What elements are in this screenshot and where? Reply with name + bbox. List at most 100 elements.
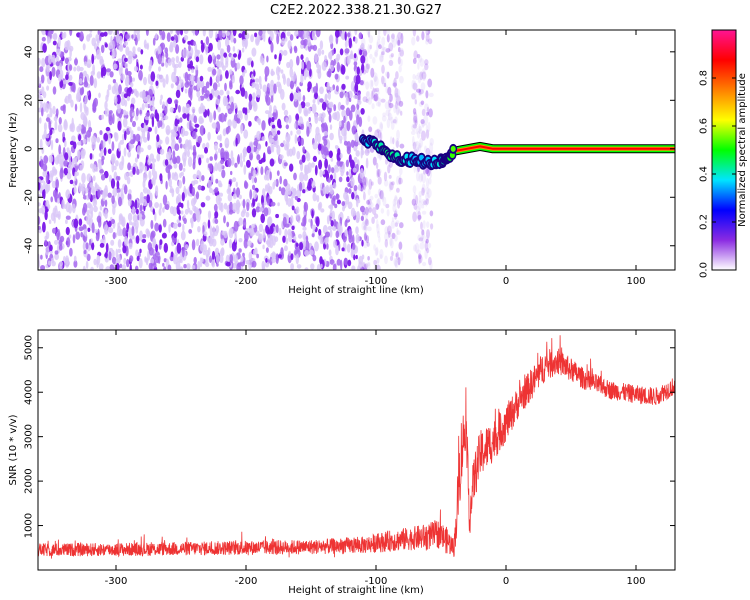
noise-blob: [241, 30, 247, 41]
noise-blob: [137, 47, 142, 52]
noise-blob: [425, 238, 429, 244]
noise-blob: [427, 121, 431, 132]
noise-blob: [303, 30, 309, 39]
noise-blob: [344, 48, 350, 54]
noise-blob: [180, 127, 186, 137]
noise-blob: [129, 76, 132, 82]
noise-blob: [215, 97, 220, 106]
spectrogram-x-tick-label: 0: [503, 276, 509, 287]
noise-blob: [399, 252, 404, 262]
noise-blob: [412, 108, 417, 115]
noise-blob: [328, 101, 334, 108]
noise-blob: [123, 257, 127, 265]
noise-blob: [76, 149, 81, 160]
noise-blob: [266, 182, 271, 194]
noise-blob: [192, 149, 197, 160]
noise-blob: [122, 30, 125, 36]
noise-blob: [264, 66, 270, 77]
noise-blob: [236, 262, 242, 270]
noise-blob: [143, 136, 148, 143]
noise-blob: [229, 80, 233, 88]
noise-blob: [334, 73, 339, 80]
noise-blob: [192, 173, 197, 180]
figure-title: C2E2.2022.338.21.30.G27: [270, 3, 442, 18]
noise-blob: [236, 155, 241, 165]
noise-blob: [49, 170, 55, 178]
noise-blob: [347, 215, 350, 221]
noise-blob: [240, 113, 243, 120]
noise-blob: [270, 95, 274, 103]
noise-blob: [38, 182, 41, 191]
noise-blob: [232, 46, 236, 52]
noise-blob: [141, 238, 147, 243]
noise-blob: [370, 67, 375, 78]
noise-blob: [300, 123, 305, 130]
noise-blob: [324, 158, 328, 169]
noise-blob: [413, 80, 417, 92]
noise-blob: [418, 237, 424, 242]
noise-blob: [371, 207, 377, 215]
noise-blob: [423, 200, 427, 205]
noise-blob: [297, 233, 303, 239]
noise-blob: [364, 149, 370, 154]
noise-blob: [418, 101, 423, 107]
spectrogram-x-axis: -300 -200 -100 0 100: [105, 30, 646, 287]
noise-blob: [174, 118, 178, 128]
noise-blob: [305, 240, 310, 252]
noise-blob: [389, 237, 393, 247]
noise-blob: [327, 91, 331, 100]
noise-blob: [343, 191, 349, 201]
noise-blob: [367, 226, 372, 232]
noise-blob: [374, 75, 377, 83]
noise-blob: [294, 195, 298, 201]
noise-blob: [355, 226, 359, 235]
noise-blob: [104, 43, 108, 48]
noise-blob: [124, 172, 128, 181]
noise-blob: [124, 62, 129, 69]
noise-blob: [73, 260, 78, 268]
noise-blob: [395, 71, 399, 80]
noise-blob: [259, 207, 264, 212]
noise-blob: [64, 57, 69, 65]
noise-blob: [420, 172, 423, 182]
noise-blob: [101, 114, 104, 120]
noise-blob: [251, 47, 257, 57]
noise-blob: [175, 44, 180, 54]
noise-blob: [155, 244, 159, 253]
noise-blob: [356, 99, 362, 105]
noise-blob: [103, 139, 106, 149]
noise-blob: [251, 260, 257, 268]
noise-blob: [57, 123, 63, 133]
noise-blob: [82, 265, 86, 270]
noise-blob: [209, 76, 213, 87]
noise-blob: [64, 255, 70, 266]
noise-blob: [39, 138, 43, 150]
noise-blob: [287, 40, 292, 50]
noise-blob: [91, 53, 95, 65]
noise-blob: [198, 97, 201, 102]
noise-blob: [219, 142, 223, 148]
noise-blob: [68, 158, 72, 167]
noise-blob: [142, 199, 147, 207]
noise-blob: [380, 123, 383, 130]
noise-blob: [390, 220, 396, 229]
noise-blob: [351, 265, 356, 270]
noise-blob: [314, 113, 318, 121]
noise-blob: [128, 126, 132, 132]
noise-blob: [277, 118, 282, 128]
noise-blob: [420, 119, 425, 125]
noise-blob: [79, 164, 84, 171]
noise-blob: [394, 87, 399, 98]
noise-blob: [260, 213, 266, 224]
noise-blob: [211, 250, 216, 260]
noise-blob: [206, 157, 210, 164]
noise-blob: [110, 178, 116, 189]
noise-blob: [273, 105, 277, 113]
noise-blob: [394, 222, 398, 227]
noise-blob: [39, 66, 44, 73]
noise-blob: [319, 256, 323, 265]
noise-blob: [240, 255, 244, 263]
noise-blob: [277, 202, 280, 207]
noise-blob: [290, 263, 294, 270]
colorbar: [711, 29, 737, 271]
